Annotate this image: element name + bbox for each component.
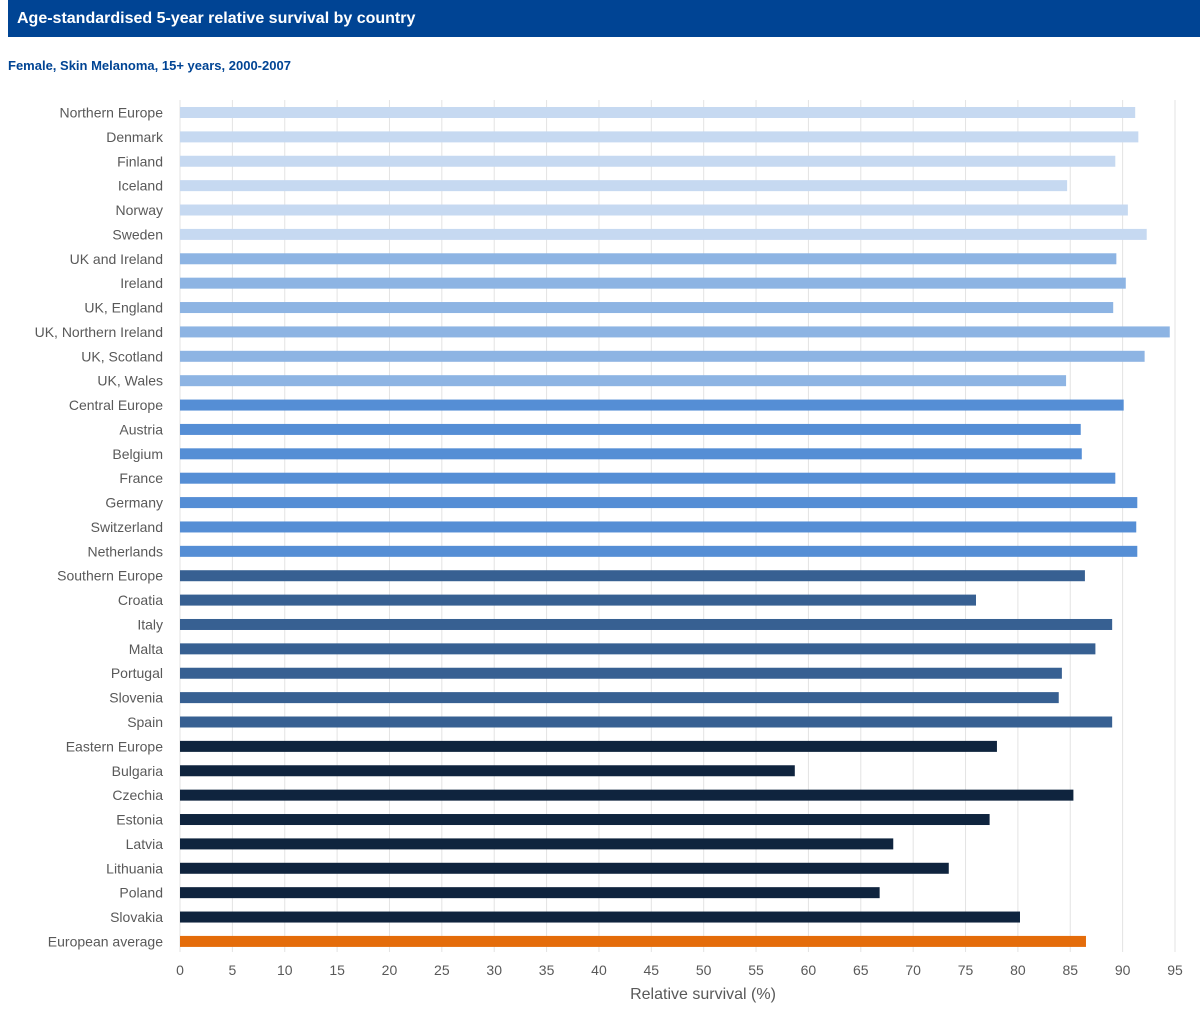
category-label: Portugal	[111, 665, 163, 681]
category-label: Northern Europe	[59, 105, 163, 121]
chart-subtitle: Female, Skin Melanoma, 15+ years, 2000-2…	[8, 58, 291, 73]
bar	[180, 789, 1074, 801]
category-labels: Northern Europe Denmark Finland Iceland Norw…	[35, 105, 164, 950]
x-tick-label: 45	[644, 962, 660, 978]
x-tick-label: 70	[905, 962, 921, 978]
x-tick-label: 65	[853, 962, 869, 978]
category-label: UK, England	[84, 300, 163, 316]
category-label: Iceland	[118, 178, 163, 194]
category-label: Poland	[119, 885, 163, 901]
bar	[180, 107, 1136, 118]
category-label: Southern Europe	[57, 568, 163, 584]
category-label: Latvia	[126, 836, 164, 852]
bar	[180, 594, 976, 606]
category-label: UK, Northern Ireland	[35, 324, 163, 340]
bar	[180, 862, 949, 874]
x-tick-label: 75	[958, 962, 974, 978]
bar	[180, 521, 1137, 533]
x-tick-label: 55	[748, 962, 764, 978]
category-label: UK, Scotland	[81, 348, 163, 364]
bar	[180, 228, 1147, 240]
category-label: Italy	[137, 616, 163, 632]
bar	[180, 253, 1117, 265]
x-tick-label: 10	[277, 962, 293, 978]
category-label: Spain	[127, 714, 163, 730]
bar	[180, 375, 1067, 387]
x-tick-label: 0	[176, 962, 184, 978]
x-tick-label: 85	[1062, 962, 1078, 978]
x-tick-label: 50	[696, 962, 712, 978]
bar	[180, 545, 1138, 557]
bar	[180, 448, 1082, 460]
bar	[180, 911, 1020, 923]
bar	[180, 155, 1116, 167]
bar	[180, 399, 1124, 411]
category-label: Sweden	[112, 226, 163, 242]
x-axis-title: Relative survival (%)	[630, 986, 776, 1003]
bar	[180, 618, 1113, 630]
bar	[180, 180, 1068, 192]
bar	[180, 131, 1139, 143]
category-label: Belgium	[112, 446, 163, 462]
bars	[180, 107, 1170, 947]
x-tick-label: 35	[539, 962, 555, 978]
bar	[180, 716, 1113, 728]
x-tick-label: 20	[382, 962, 398, 978]
bar	[180, 326, 1170, 338]
category-label: Croatia	[118, 592, 163, 608]
x-tick-label: 80	[1010, 962, 1026, 978]
bar	[180, 643, 1096, 655]
bar	[180, 935, 1086, 947]
bar	[180, 740, 997, 752]
x-tick-label: 95	[1167, 962, 1183, 978]
x-tick-label: 60	[801, 962, 817, 978]
category-label: Estonia	[116, 812, 163, 828]
category-label: Germany	[105, 495, 163, 511]
bar	[180, 887, 880, 899]
bar	[180, 423, 1081, 435]
bar	[180, 765, 795, 777]
category-label: Malta	[129, 641, 163, 657]
x-tick-label: 90	[1115, 962, 1131, 978]
category-label: Central Europe	[69, 397, 163, 413]
category-label: Slovakia	[110, 909, 163, 925]
x-tick-labels: 0 5 10 15 20 25 30 35 40 45 50 55 60 65 70 75 80 85 90 95	[176, 962, 1183, 978]
bar	[180, 302, 1114, 314]
category-label: Netherlands	[88, 543, 164, 559]
category-label: Austria	[119, 421, 163, 437]
category-label: UK and Ireland	[70, 251, 163, 267]
bar	[180, 667, 1062, 679]
category-label: Eastern Europe	[66, 738, 163, 754]
bar	[180, 277, 1126, 289]
x-tick-label: 40	[591, 962, 607, 978]
category-label: Norway	[116, 202, 163, 218]
bar	[180, 350, 1145, 362]
category-label: European average	[48, 933, 163, 949]
bar	[180, 570, 1085, 582]
bar	[180, 472, 1116, 484]
x-tick-label: 30	[486, 962, 502, 978]
bar	[180, 692, 1059, 704]
category-label: France	[119, 470, 163, 486]
category-label: UK, Wales	[97, 373, 163, 389]
chart-header: Age-standardised 5-year relative surviva…	[8, 0, 1200, 37]
category-label: Czechia	[112, 787, 163, 803]
x-tick-label: 5	[228, 962, 236, 978]
bar	[180, 497, 1138, 509]
category-label: Finland	[117, 153, 163, 169]
x-tick-label: 25	[434, 962, 450, 978]
bar	[180, 204, 1128, 216]
category-label: Denmark	[106, 129, 164, 145]
category-label: Ireland	[120, 275, 163, 291]
category-label: Lithuania	[106, 860, 163, 876]
bar	[180, 814, 990, 826]
category-label: Bulgaria	[112, 763, 164, 779]
bar	[180, 838, 894, 850]
x-tick-label: 15	[329, 962, 345, 978]
category-label: Switzerland	[91, 519, 163, 535]
category-label: Slovenia	[109, 690, 163, 706]
